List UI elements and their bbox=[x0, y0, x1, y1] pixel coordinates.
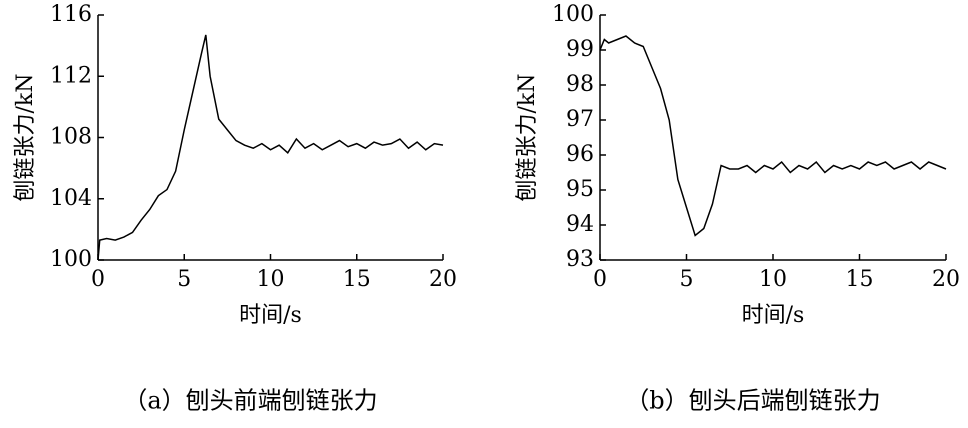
y-tick-label: 108 bbox=[50, 125, 92, 150]
y-tick-label: 116 bbox=[50, 2, 92, 27]
y-tick-label: 99 bbox=[566, 37, 594, 62]
x-tick-label: 0 bbox=[91, 267, 105, 292]
y-tick-label: 93 bbox=[566, 247, 594, 272]
data-line bbox=[599, 35, 947, 237]
y-axis-label: 刨链张力/kN bbox=[515, 74, 540, 202]
y-axis-label: 刨链张力/kN bbox=[13, 74, 38, 202]
y-tick-label: 96 bbox=[566, 142, 594, 167]
y-tick-label: 97 bbox=[566, 107, 594, 132]
x-tick-label: 20 bbox=[932, 267, 960, 292]
y-tick-label: 94 bbox=[566, 212, 594, 237]
y-tick-label: 98 bbox=[566, 72, 594, 97]
x-tick-label: 10 bbox=[759, 267, 787, 292]
x-tick-label: 10 bbox=[257, 267, 285, 292]
y-tick-label: 95 bbox=[566, 177, 594, 202]
data-line bbox=[97, 34, 444, 261]
caption: （b）刨头后端刨链张力 bbox=[625, 387, 880, 415]
y-tick-label: 104 bbox=[50, 186, 92, 211]
x-tick-label: 15 bbox=[846, 267, 874, 292]
x-tick-label: 5 bbox=[680, 267, 694, 292]
caption: （a）刨头前端刨链张力 bbox=[123, 387, 377, 415]
y-tick-label: 112 bbox=[50, 63, 92, 88]
x-axis-label: 时间/s bbox=[239, 303, 302, 328]
x-tick-label: 15 bbox=[343, 267, 371, 292]
x-tick-label: 0 bbox=[593, 267, 607, 292]
y-tick-label: 100 bbox=[552, 2, 594, 27]
x-tick-label: 5 bbox=[177, 267, 191, 292]
x-axis-label: 时间/s bbox=[742, 303, 805, 328]
y-tick-label: 100 bbox=[50, 247, 92, 272]
x-tick-label: 20 bbox=[429, 267, 457, 292]
